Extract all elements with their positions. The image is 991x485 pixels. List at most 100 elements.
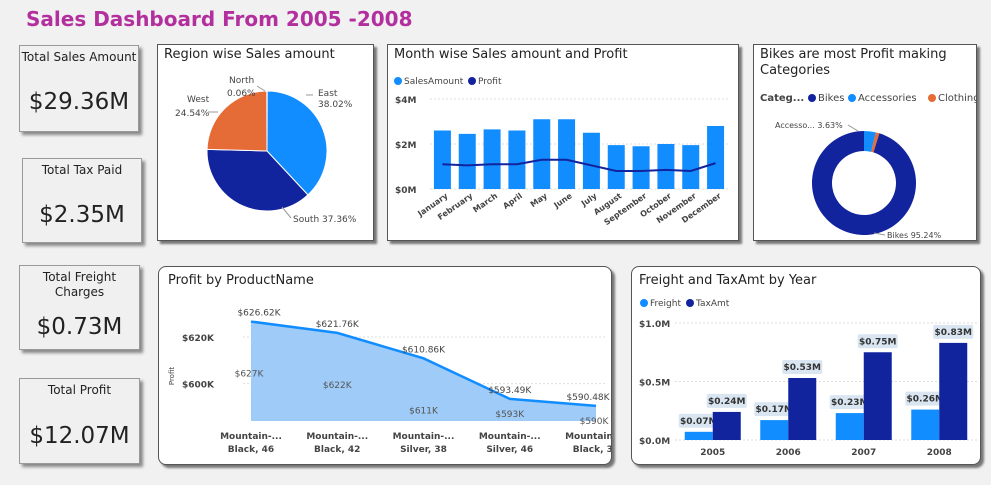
bar-salesamount xyxy=(682,145,700,189)
bar-salesamount xyxy=(533,119,551,189)
kpi-label: Total Tax Paid xyxy=(41,163,123,177)
data-label-bg xyxy=(678,413,719,428)
bar-salesamount xyxy=(558,119,576,189)
inner-data-label: $622K xyxy=(323,381,353,391)
y-tick-label: $0.5M xyxy=(639,379,670,389)
data-label: $626.62K xyxy=(237,309,281,319)
data-label: $0.23M xyxy=(831,398,868,408)
bar-salesamount xyxy=(582,132,600,189)
line-profit xyxy=(442,158,716,173)
leader-line xyxy=(873,232,886,236)
donut-slice-bikes xyxy=(812,131,916,236)
region-pie-card[interactable]: Region wise Sales amount East 38.02% South… xyxy=(157,44,374,241)
bar-salesamount xyxy=(707,126,725,189)
legend-label-accessories: Accessories xyxy=(858,93,917,104)
x-tick-label: 2007 xyxy=(851,448,876,458)
data-label: $0.17M xyxy=(756,405,793,415)
legend-label-clothing: Clothing xyxy=(938,93,976,104)
chart-title: Freight and TaxAmt by Year xyxy=(639,273,817,288)
kpi-total-sales[interactable]: Total Sales Amount $29.36M xyxy=(19,45,139,132)
data-label-bg xyxy=(754,402,795,417)
slice-value-east: 38.02% xyxy=(318,100,353,110)
legend-title: Categ... xyxy=(760,93,804,104)
slice-label-bikes: Bikes 95.24% xyxy=(887,231,942,240)
kpi-total-tax[interactable]: Total Tax Paid $2.35M xyxy=(22,158,142,243)
chart-title: Month wise Sales amount and Profit xyxy=(394,47,628,62)
legend-label-bikes: Bikes xyxy=(818,93,844,104)
y-axis-label: Profit xyxy=(168,367,176,386)
x-tick-label-line1: Mountain-... xyxy=(220,432,282,442)
chart-title: Bikes are most Profit making Categories xyxy=(760,47,947,78)
inner-data-label: $611K xyxy=(409,406,439,416)
data-label: $593.49K xyxy=(488,386,532,396)
x-tick-label-line2: Black, 38 xyxy=(573,445,611,455)
kpi-label: Total Freight Charges xyxy=(42,270,117,299)
bar-salesamount xyxy=(508,130,526,189)
y-tick-label: $600K xyxy=(182,381,215,391)
profit-area-chart: $620K $600K Profit $626.62K $627K Mountain-..… xyxy=(168,309,611,455)
legend-swatch-taxamt xyxy=(686,299,694,307)
kpi-total-freight[interactable]: Total Freight Charges $0.73M xyxy=(19,265,140,350)
bar-freight xyxy=(835,413,864,440)
x-tick-label-line1: Mountain-... xyxy=(565,432,611,442)
x-tick-label-line2: Silver, 38 xyxy=(400,445,447,455)
legend-swatch-accessories xyxy=(848,94,856,102)
legend-swatch-freight xyxy=(640,299,648,307)
month-chart-card[interactable]: Month wise Sales amount and Profit Sales… xyxy=(387,44,739,241)
bar-salesamount xyxy=(607,145,625,189)
donut-slice-accessories xyxy=(864,131,876,152)
legend-label-taxamt: TaxAmt xyxy=(695,299,730,309)
data-label: $610.86K xyxy=(402,345,446,355)
leader-line xyxy=(847,124,859,132)
y-tick-label: $1.0M xyxy=(639,320,670,330)
slice-label-accessories: Accesso... 3.63% xyxy=(775,121,843,130)
data-label: $590.48K xyxy=(566,393,610,403)
y-tick-label: $0.0M xyxy=(639,437,670,447)
bar-salesamount xyxy=(458,133,476,189)
pie-slice-south xyxy=(206,148,309,212)
freight-tax-card[interactable]: Freight and TaxAmt by Year Freight TaxAmt… xyxy=(631,266,981,465)
x-tick-label: April xyxy=(501,191,524,211)
legend-swatch-profit xyxy=(468,77,476,85)
x-tick-label: June xyxy=(552,191,575,211)
x-tick-label: March xyxy=(471,191,499,214)
data-label: $0.24M xyxy=(708,397,745,407)
leader-line xyxy=(256,85,266,92)
x-tick-label-line1: Mountain-... xyxy=(393,432,455,442)
data-label-bg xyxy=(706,393,747,408)
data-label: $0.53M xyxy=(784,363,821,373)
legend-label-salesamount: SalesAmount xyxy=(404,77,464,87)
data-label: $0.26M xyxy=(907,395,944,405)
legend-swatch-bikes xyxy=(808,94,816,102)
kpi-value: $2.35M xyxy=(39,202,125,228)
data-label-bg xyxy=(857,334,898,349)
profit-line xyxy=(250,320,597,408)
legend-swatch-salesamount xyxy=(394,77,402,85)
kpi-total-profit[interactable]: Total Profit $12.07M xyxy=(19,378,140,464)
inner-data-label: $593K xyxy=(495,410,525,420)
slice-value-west: 24.54% xyxy=(175,109,210,119)
pie-slice-east xyxy=(266,90,328,196)
data-label-bg xyxy=(829,395,870,410)
x-tick-label-line2: Black, 42 xyxy=(314,445,360,455)
bar-salesamount xyxy=(657,144,675,189)
category-donut-card[interactable]: Bikes are most Profit making Categories … xyxy=(753,44,977,241)
slice-label-south: South 37.36% xyxy=(293,215,357,225)
data-label-bg xyxy=(905,391,946,406)
bar-taxamt xyxy=(712,411,741,440)
legend-label-profit: Profit xyxy=(478,77,502,87)
x-tick-label-line2: Black, 46 xyxy=(228,445,274,455)
legend-label-freight: Freight xyxy=(650,299,681,309)
kpi-value: $12.07M xyxy=(29,423,130,449)
profit-product-card[interactable]: Profit by ProductName $620K $600K Profit $6… xyxy=(158,266,612,465)
chart-title: Profit by ProductName xyxy=(168,273,314,288)
pie-slice-west xyxy=(206,90,268,152)
y-tick-label: $620K xyxy=(182,334,215,344)
data-label-bg xyxy=(933,324,974,339)
y-tick-label: $2M xyxy=(395,141,417,151)
bar-freight xyxy=(684,431,713,440)
data-label-bg xyxy=(782,359,823,374)
bar-salesamount xyxy=(433,130,451,189)
leader-line xyxy=(281,206,292,219)
